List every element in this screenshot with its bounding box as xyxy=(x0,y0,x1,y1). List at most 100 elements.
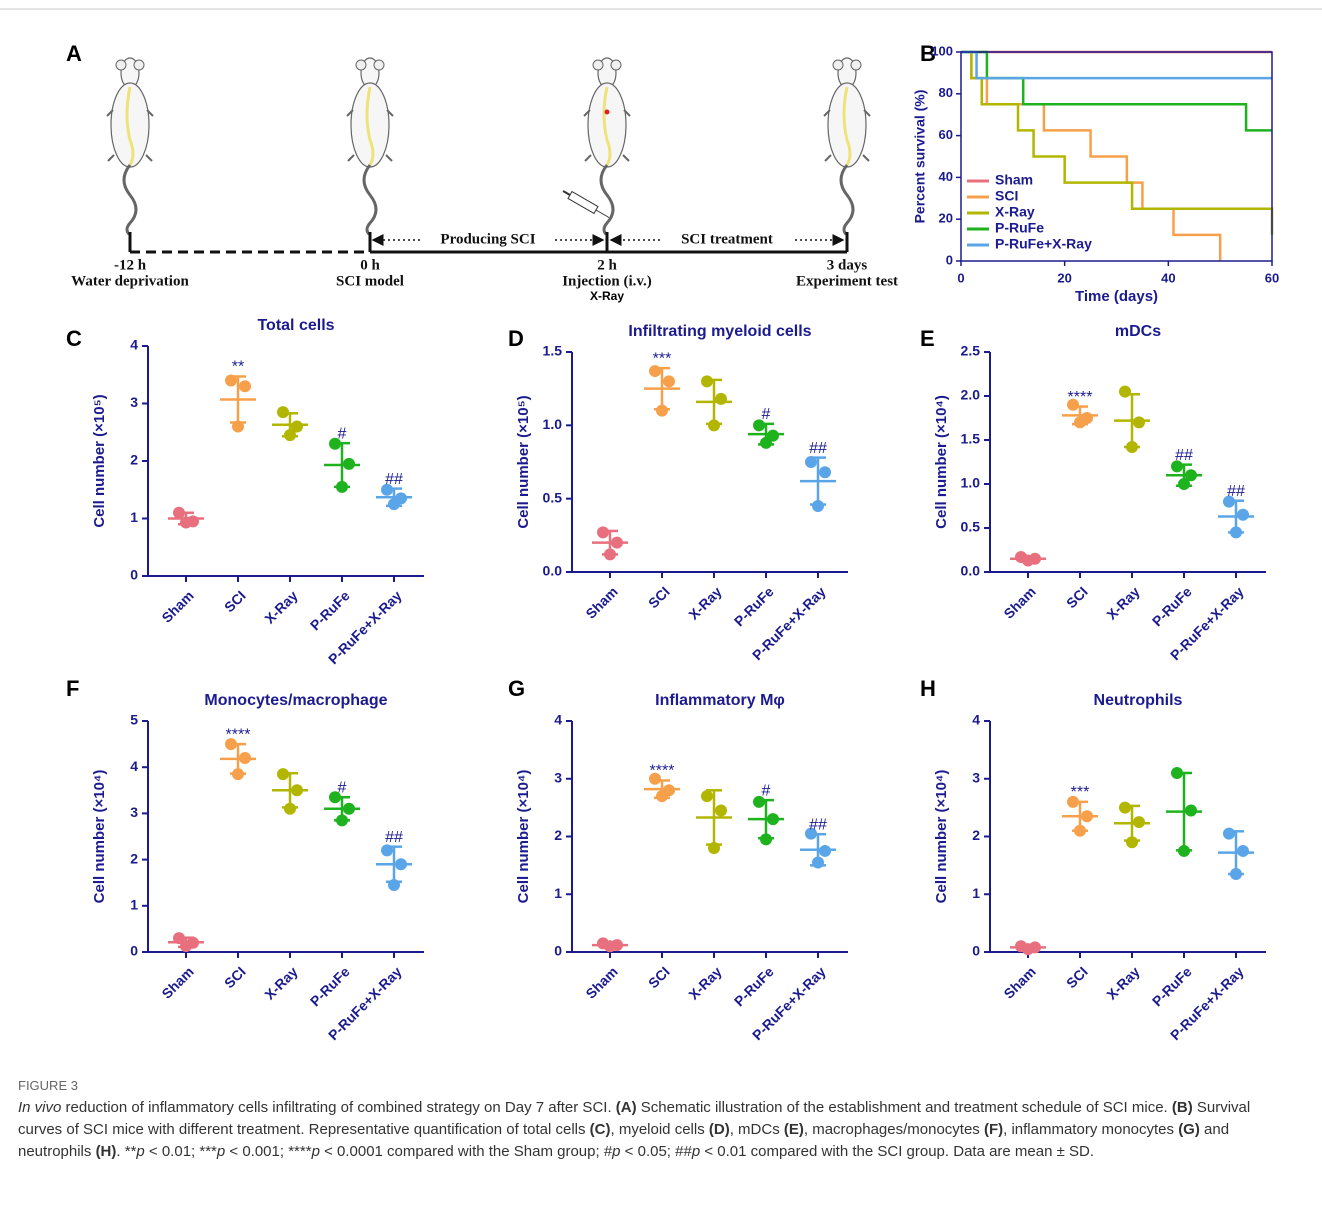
caption-part: Survival curves of SCI mice with differe… xyxy=(18,1099,1251,1138)
panel-letter: F xyxy=(66,676,79,701)
significance: ## xyxy=(809,816,827,833)
caption-part: p xyxy=(311,1143,320,1160)
caption-part: < 0.0001 compared with the Sham group; # xyxy=(319,1143,613,1160)
significance: ## xyxy=(1175,447,1193,464)
x-tick-label: SCI xyxy=(645,583,673,611)
panel-letter: E xyxy=(920,326,935,351)
y-tick-label: 0.5 xyxy=(543,489,563,505)
x-tick-label: 60 xyxy=(1265,270,1279,285)
data-point xyxy=(284,802,296,815)
y-axis-label: Cell number (×10⁴) xyxy=(515,770,532,904)
y-tick-label: 0 xyxy=(946,252,953,267)
y-tick-label: 1 xyxy=(130,509,138,525)
x-tick-label: Sham xyxy=(1000,963,1038,1001)
y-tick-label: 2 xyxy=(554,827,562,843)
y-tick-label: 0 xyxy=(130,943,138,959)
caption-part: < 0.01 compared with the SCI group. Data… xyxy=(700,1143,1095,1160)
y-tick-label: 0 xyxy=(554,943,562,959)
y-tick-label: 20 xyxy=(939,211,953,226)
y-tick-label: 3 xyxy=(130,804,138,820)
event-label: Experiment test xyxy=(796,273,898,289)
x-tick-label: P-RuFe xyxy=(731,583,777,629)
panel-letter: H xyxy=(920,676,936,701)
y-axis-label: Cell number (×10⁴) xyxy=(91,770,108,904)
y-tick-label: 100 xyxy=(931,43,953,58)
data-point xyxy=(1119,801,1131,814)
caption-part: (F) xyxy=(983,1121,1004,1138)
significance: # xyxy=(338,425,347,442)
survival-curve xyxy=(961,50,1274,235)
y-tick-label: 2.5 xyxy=(961,343,981,359)
data-point xyxy=(708,419,720,432)
caption-part: In vivo xyxy=(18,1099,62,1116)
caption-part: < 0.05; ## xyxy=(620,1143,692,1160)
data-point xyxy=(1133,416,1145,429)
caption-part: (G) xyxy=(1178,1121,1200,1138)
significance: # xyxy=(762,406,771,423)
x-tick-label: Sham xyxy=(582,583,620,621)
caption-part: , macrophages/monocytes xyxy=(803,1121,984,1138)
caption-part: , myeloid cells xyxy=(610,1121,709,1138)
data-point xyxy=(656,404,668,417)
y-tick-label: 4 xyxy=(972,712,980,728)
significance: ## xyxy=(1227,483,1245,500)
x-tick-label: Sham xyxy=(1000,583,1038,621)
y-tick-label: 2 xyxy=(972,827,980,843)
legend-label: P-RuFe xyxy=(995,220,1044,236)
y-axis-label: Percent survival (%) xyxy=(912,90,928,224)
data-point xyxy=(1237,844,1249,857)
caption-text: In vivo reduction of inflammatory cells … xyxy=(18,1097,1298,1163)
y-tick-label: 1 xyxy=(972,885,980,901)
chart-title: Total cells xyxy=(257,317,334,334)
x-tick-label: P-RuFe xyxy=(307,963,353,1009)
y-tick-label: 1.5 xyxy=(961,431,981,447)
data-point xyxy=(1237,508,1249,521)
data-point xyxy=(819,466,831,479)
y-axis-label: Cell number (×10⁵) xyxy=(515,395,532,528)
caption-part: (E) xyxy=(783,1121,804,1138)
y-tick-label: 3 xyxy=(130,394,138,410)
chart-title: Infiltrating myeloid cells xyxy=(628,323,811,340)
caption-part: . ** xyxy=(116,1143,137,1160)
x-axis-label: Time (days) xyxy=(1075,288,1158,305)
significance: # xyxy=(338,779,347,796)
caption: FIGURE 3 In vivo reduction of inflammato… xyxy=(18,1078,1298,1163)
legend-label: SCI xyxy=(995,188,1018,204)
caption-part: p xyxy=(216,1143,226,1160)
panel-letter: G xyxy=(508,676,525,701)
x-tick-label: Sham xyxy=(158,963,196,1001)
x-tick-label: X-Ray xyxy=(1103,963,1143,1003)
y-tick-label: 40 xyxy=(939,169,953,184)
figure: A Producing SCI SCI treatment -12 h Wate… xyxy=(0,8,1322,1043)
x-tick-label: Sham xyxy=(582,963,620,1001)
significance: ## xyxy=(809,440,827,457)
y-tick-label: 2 xyxy=(130,452,138,468)
mouse-icon xyxy=(824,58,870,235)
y-tick-label: 1 xyxy=(130,897,138,913)
legend-label: X-Ray xyxy=(995,204,1035,220)
y-tick-label: 4 xyxy=(130,337,138,353)
x-tick-label: P-RuFe xyxy=(731,963,777,1009)
mouse-icon xyxy=(107,58,153,235)
caption-part: (B) xyxy=(1171,1099,1193,1116)
plot-frame xyxy=(960,51,1273,262)
data-point xyxy=(239,380,251,393)
panel-letter: A xyxy=(66,41,82,66)
x-tick-label: P-RuFe xyxy=(1149,963,1195,1009)
caption-part: (A) xyxy=(615,1099,637,1116)
event-label: Injection (i.v.) xyxy=(562,273,652,289)
caption-part: reduction of inflammatory cells infiltra… xyxy=(61,1099,616,1116)
data-point xyxy=(753,795,765,808)
x-tick-label: X-Ray xyxy=(1103,583,1143,623)
y-tick-label: 0 xyxy=(130,567,138,583)
data-point xyxy=(701,790,713,803)
y-tick-label: 60 xyxy=(939,127,953,142)
y-tick-label: 5 xyxy=(130,712,138,728)
caption-part: , inflammatory monocytes xyxy=(1003,1121,1179,1138)
y-tick-label: 1.0 xyxy=(543,416,563,432)
y-tick-label: 0 xyxy=(972,943,980,959)
panel-a: A Producing SCI SCI treatment -12 h Wate… xyxy=(66,41,898,303)
phase-label: Producing SCI xyxy=(440,231,535,247)
significance: ## xyxy=(385,471,403,488)
